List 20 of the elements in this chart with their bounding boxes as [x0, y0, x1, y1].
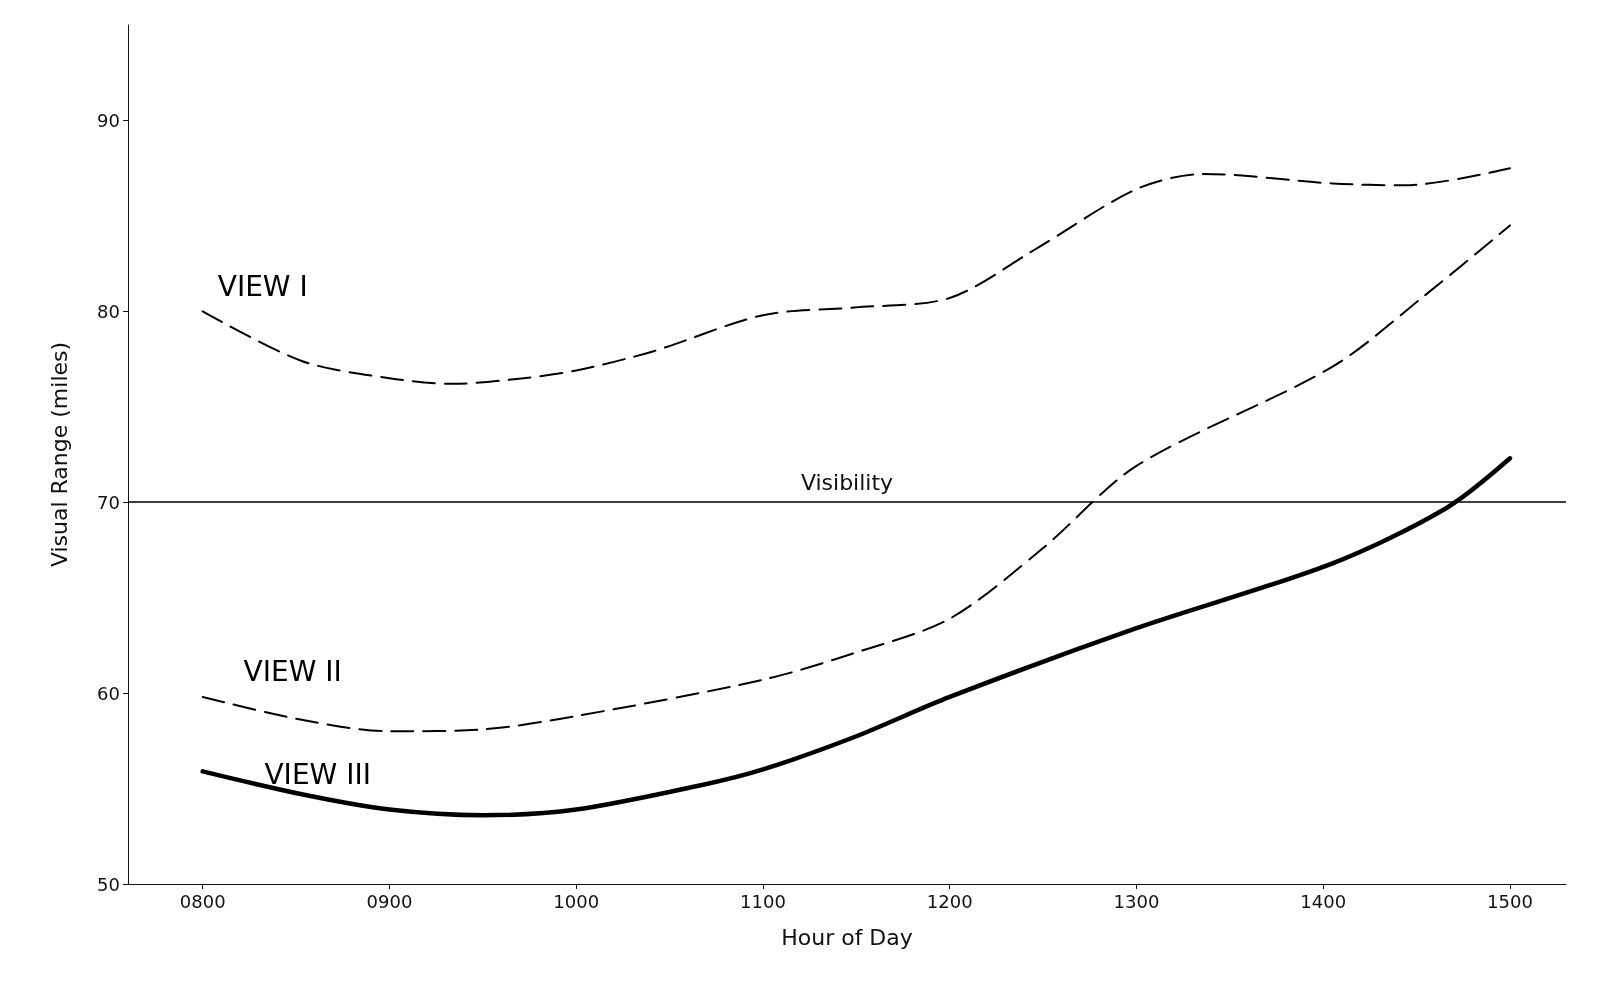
x-axis-title: Hour of Day [781, 924, 913, 950]
x-tick-label: 1300 [1113, 890, 1160, 912]
series-label: VIEW III [264, 757, 371, 791]
y-tick-label: 90 [97, 109, 120, 131]
series-label: VIEW I [217, 269, 308, 303]
x-tick-label: 1000 [553, 890, 600, 912]
y-tick-label: 50 [97, 873, 120, 895]
x-tick-label: 1100 [740, 890, 786, 912]
x-tick-label: 0900 [366, 890, 413, 912]
line-series [201, 167, 1511, 385]
x-tick-label: 1200 [926, 890, 973, 912]
y-tick-label: 60 [97, 682, 120, 704]
y-tick-label: 70 [97, 491, 120, 513]
y-axis-title: Visual Range (miles) [46, 341, 72, 568]
ref-line-label: Visibility [800, 469, 894, 495]
x-tick-label: 0800 [179, 890, 226, 912]
x-tick-label: 1500 [1487, 890, 1533, 912]
x-tick-label: 1400 [1300, 890, 1347, 912]
y-tick-label: 80 [97, 300, 120, 322]
series-label: VIEW II [243, 655, 342, 689]
